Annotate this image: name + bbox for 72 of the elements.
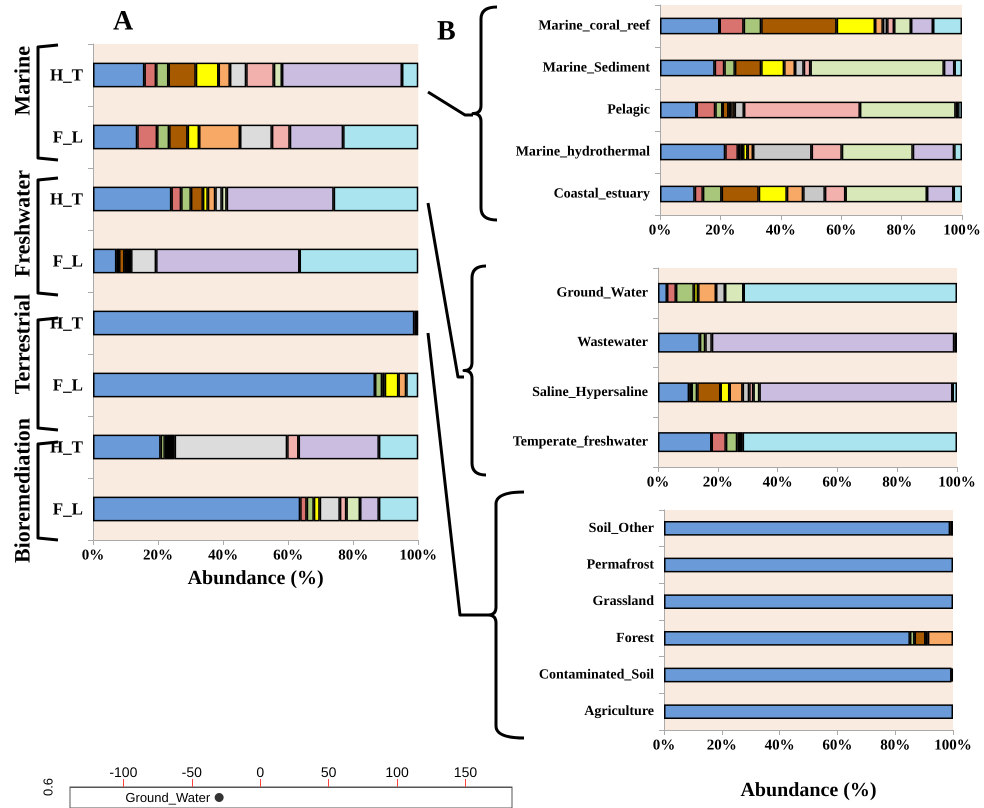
y-tick-label: Temperate_freshwater	[512, 434, 648, 450]
x-tick-label: 100%	[400, 548, 437, 564]
bar	[928, 631, 953, 646]
x-tick-label: 40%	[764, 738, 795, 754]
x-tick-label: 100%	[934, 738, 972, 754]
x-tick-label: -50	[182, 764, 202, 780]
x-tick-label: 100	[385, 764, 409, 780]
x-tick-label: 40%	[208, 548, 238, 564]
y-tick-label: Saline_Hypersaline	[532, 384, 648, 400]
x-tick-label: 80%	[886, 222, 917, 238]
x-axis-title: Abundance (%)	[740, 779, 877, 801]
text: Marine	[10, 46, 34, 116]
bar	[93, 310, 414, 336]
x-tick-label: 0%	[648, 222, 672, 238]
y-tick-label: Ground_Water	[125, 790, 211, 805]
x-tick-label: 60%	[826, 222, 856, 238]
bar	[658, 382, 690, 402]
x-tick-label: 100%	[938, 474, 976, 490]
x-tick-label: 50	[320, 764, 337, 780]
y-tick-label: Marine_coral_reef	[538, 18, 650, 34]
text: Bioremediation	[10, 418, 34, 564]
y-tick-label: Contaminated_Soil	[538, 668, 654, 682]
y-tick-label: H_T	[50, 190, 84, 208]
text: 0.6	[40, 778, 56, 796]
x-tick-label: 0	[256, 764, 264, 780]
bar	[664, 558, 953, 572]
bar	[664, 594, 953, 609]
x-tick-label: 60%	[822, 738, 852, 754]
x-tick-label: 100%	[943, 222, 981, 238]
bar	[93, 434, 161, 460]
x-tick-label: 20%	[143, 548, 174, 564]
y-tick-label: Marine_hydrothermal	[516, 144, 650, 160]
y-tick-label: F_L	[52, 376, 83, 394]
y-tick-label: Agriculture	[584, 704, 654, 720]
y-tick-label: Marine_Sediment	[542, 60, 650, 76]
x-axis-title: Abundance (%)	[188, 567, 324, 589]
x-tick-label: 0%	[646, 474, 670, 490]
x-tick-label: 40%	[766, 222, 796, 238]
y-tick-label: Grassland	[592, 594, 654, 610]
y-tick-label: Soil_Other	[588, 520, 654, 536]
chart-title: A	[113, 6, 134, 36]
x-tick-label: 40%	[762, 474, 793, 490]
x-tick-label: 0%	[652, 738, 676, 754]
bar	[664, 521, 950, 536]
x-tick-label: 60%	[273, 548, 304, 564]
x-tick-label: 60%	[822, 474, 852, 490]
x-tick-label: 80%	[880, 738, 910, 754]
y-tick-label: Permafrost	[586, 558, 654, 572]
bar	[958, 102, 962, 118]
bar	[664, 668, 952, 682]
text: Terrestrial	[10, 294, 34, 394]
x-tick-label: 20%	[702, 474, 733, 490]
x-tick-label: -100	[109, 764, 138, 780]
x-tick-label: 80%	[882, 474, 912, 490]
bar	[664, 704, 953, 719]
y-tick-label: Wastewater	[577, 335, 648, 350]
y-tick-label: H_T	[50, 66, 84, 84]
y-tick-label: F_L	[52, 500, 83, 518]
y-tick-label: Coastal_estuary	[554, 186, 650, 202]
y-tick-label: F_L	[52, 128, 83, 146]
y-tick-label: F_L	[52, 252, 83, 270]
x-tick-label: 0%	[82, 548, 104, 564]
x-tick-label: 150	[454, 764, 478, 780]
y-tick-label: Pelagic	[607, 102, 650, 118]
y-tick-label: Forest	[616, 630, 654, 646]
y-tick-label: Ground_Water	[556, 285, 648, 300]
x-tick-label: 20%	[705, 222, 736, 238]
text: Freshwater	[10, 170, 34, 278]
x-tick-label: 80%	[338, 548, 368, 564]
chart-title: B	[437, 16, 456, 46]
x-tick-label: 20%	[706, 738, 737, 754]
bar	[93, 248, 116, 274]
